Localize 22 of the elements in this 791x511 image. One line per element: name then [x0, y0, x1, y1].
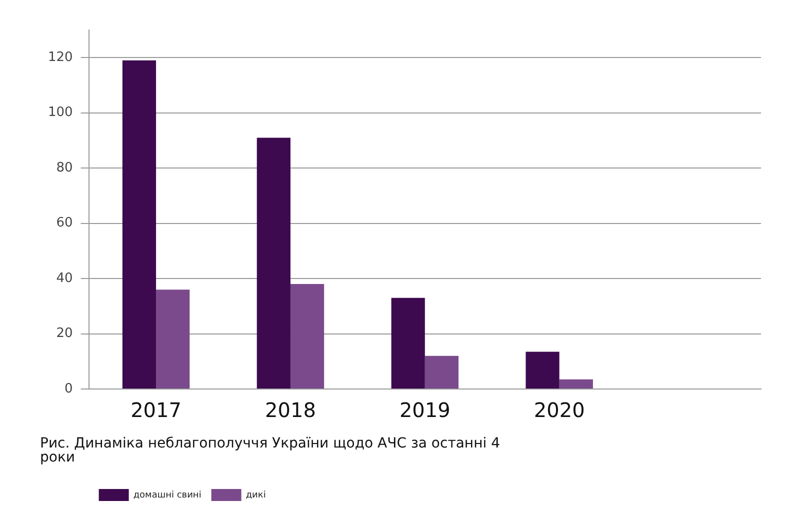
x-tick-label: 2019 — [399, 398, 450, 422]
bar — [391, 298, 425, 388]
x-tick-label: 2017 — [130, 398, 182, 422]
text: Рис. Динаміка неблагополуччя України щодо АЧС за останні 4 роки — [40, 436, 500, 466]
bar — [256, 138, 290, 388]
y-tick-label: 80 — [56, 160, 73, 176]
y-tick-label: 20 — [56, 326, 73, 342]
x-tick-label: 2020 — [534, 398, 585, 422]
y-tick-label: 40 — [56, 270, 73, 286]
legend-label: домашні свині — [133, 490, 202, 500]
x-tick-label: 2018 — [265, 398, 316, 422]
y-tick-label: 60 — [56, 216, 73, 231]
bar — [526, 352, 560, 388]
bar — [156, 290, 190, 388]
y-tick-label: 0 — [64, 381, 73, 396]
bar — [290, 284, 324, 388]
y-tick-label: 100 — [48, 105, 73, 120]
legend-label: дикі — [246, 490, 266, 500]
y-tick-label: 120 — [48, 50, 73, 65]
bar — [559, 379, 593, 388]
bar — [122, 60, 156, 388]
bar — [424, 356, 459, 388]
